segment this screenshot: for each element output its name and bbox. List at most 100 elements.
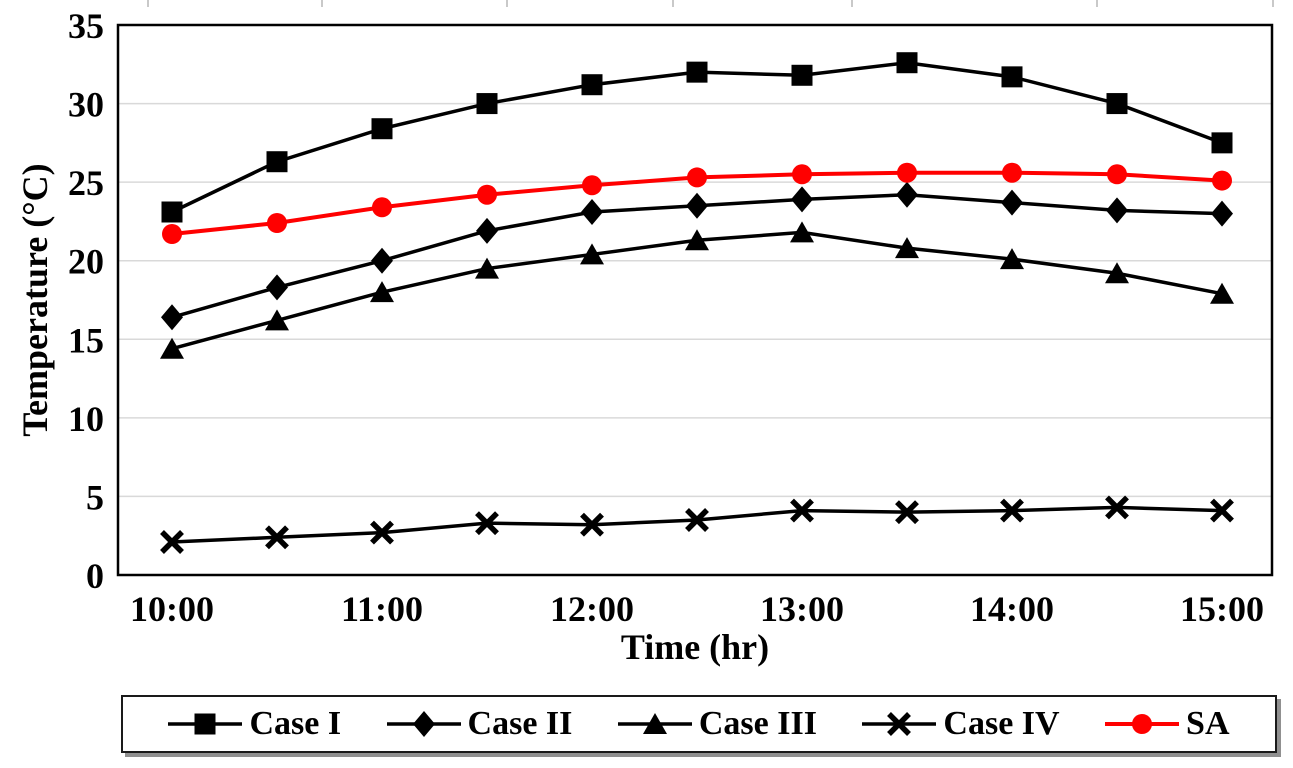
- temperature-line-chart: 0 5 10 15 20 25 30 35 10:00 11:00 12:00 13:00 14:00 1…: [15, 0, 1274, 667]
- series-case-i: [161, 52, 1233, 223]
- data-point-triangle-icon: [580, 243, 604, 265]
- data-point-diamond-icon: [371, 247, 393, 274]
- y-tick-label: 25: [68, 163, 104, 203]
- data-point-circle-icon: [477, 184, 497, 205]
- series-case-ii: [161, 181, 1233, 331]
- legend-marker-square-icon: [168, 713, 243, 735]
- data-point-diamond-icon: [476, 217, 498, 244]
- data-point-diamond-icon: [161, 304, 183, 331]
- data-point-circle-icon: [1212, 170, 1232, 191]
- data-point-circle-icon: [582, 175, 602, 196]
- y-tick-label: 30: [68, 85, 104, 125]
- series-case-iv: [160, 495, 1234, 554]
- data-point-square-icon: [161, 201, 183, 223]
- legend-item-label: Case I: [249, 705, 342, 742]
- y-tick-label: 15: [68, 320, 104, 360]
- data-point-circle-icon: [1107, 164, 1127, 185]
- data-point-circle-icon: [162, 224, 182, 244]
- top-tick-marks: [147, 0, 1274, 7]
- y-tick-label: 0: [86, 556, 104, 596]
- x-tick-label: 10:00: [130, 589, 214, 629]
- data-point-triangle-icon: [265, 309, 289, 331]
- x-tick-label: 12:00: [550, 589, 634, 629]
- legend-item-label: SA: [1186, 705, 1230, 742]
- data-point-diamond-icon: [581, 199, 603, 225]
- series-line: [171, 60, 1223, 214]
- data-point-square-icon: [476, 93, 498, 115]
- series-line: [171, 505, 1223, 544]
- legend-marker-x-icon: [862, 712, 937, 736]
- data-point-diamond-icon: [1001, 189, 1023, 216]
- x-tick-label: 11:00: [341, 589, 423, 629]
- data-point-triangle-icon: [370, 281, 394, 303]
- data-point-x-icon: [475, 511, 499, 536]
- legend-item-label: Case IV: [943, 705, 1060, 742]
- legend-item-case-iii: Case III: [617, 705, 817, 742]
- plot-border: [116, 23, 1274, 577]
- data-point-circle-icon: [1132, 714, 1153, 734]
- legend-item-case-iv: Case IV: [862, 705, 1060, 742]
- y-tick-label: 5: [86, 477, 104, 517]
- legend-item-label: Case II: [467, 705, 573, 742]
- data-point-square-icon: [581, 74, 603, 96]
- x-tick-label: 15:00: [1180, 589, 1264, 629]
- y-tick-label: 20: [68, 242, 104, 282]
- data-point-x-icon: [580, 512, 604, 537]
- data-point-x-icon: [790, 498, 814, 523]
- data-point-triangle-icon: [642, 713, 667, 734]
- x-tick-label: 14:00: [970, 589, 1054, 629]
- data-point-circle-icon: [267, 213, 287, 233]
- data-point-x-icon: [1210, 498, 1234, 523]
- data-point-triangle-icon: [1105, 262, 1129, 284]
- data-point-diamond-icon: [896, 181, 918, 208]
- data-point-diamond-icon: [1106, 197, 1128, 224]
- data-point-square-icon: [791, 64, 813, 86]
- data-point-diamond-icon: [266, 274, 288, 301]
- y-tick-label: 35: [68, 6, 104, 46]
- legend-item-sa: SA: [1105, 705, 1230, 742]
- data-point-x-icon: [1105, 495, 1129, 520]
- data-point-x-icon: [685, 508, 709, 532]
- data-point-square-icon: [896, 52, 918, 74]
- data-point-circle-icon: [687, 167, 707, 188]
- y-tick-label: 10: [68, 399, 104, 439]
- data-point-x-icon: [887, 712, 912, 736]
- data-point-x-icon: [895, 500, 919, 525]
- data-point-square-icon: [1211, 132, 1233, 154]
- data-point-x-icon: [265, 525, 289, 550]
- data-point-circle-icon: [1002, 162, 1022, 183]
- legend-marker-circle-icon: [1105, 714, 1180, 734]
- data-point-x-icon: [160, 530, 184, 554]
- legend-item-label: Case III: [698, 705, 817, 742]
- legend-marker-triangle-icon: [617, 713, 692, 734]
- data-point-triangle-icon: [160, 337, 184, 359]
- data-point-triangle-icon: [790, 221, 814, 243]
- data-point-circle-icon: [897, 162, 917, 183]
- legend-item-case-ii: Case II: [386, 705, 573, 742]
- legend-marker-diamond-icon: [386, 711, 461, 737]
- x-tick-label: 13:00: [760, 589, 844, 629]
- gridlines: [118, 102, 1272, 498]
- data-point-circle-icon: [792, 164, 812, 185]
- data-point-triangle-icon: [1210, 282, 1234, 304]
- series-sa: [162, 162, 1232, 244]
- axis-ticks: 0 5 10 15 20 25 30 35 10:00 11:00 12:00 13:00 14:00 1…: [68, 6, 1274, 629]
- data-point-x-icon: [1000, 498, 1024, 523]
- data-point-diamond-icon: [412, 711, 435, 737]
- data-point-circle-icon: [372, 197, 392, 218]
- chart-legend: Case I Case II Case III Case IV SA: [121, 695, 1277, 753]
- data-point-diamond-icon: [1211, 200, 1233, 227]
- data-point-square-icon: [194, 713, 216, 735]
- data-point-diamond-icon: [791, 186, 813, 213]
- data-point-square-icon: [1001, 66, 1023, 88]
- data-point-triangle-icon: [895, 237, 919, 259]
- data-point-triangle-icon: [685, 229, 709, 251]
- data-point-square-icon: [371, 118, 393, 140]
- x-axis-title: Time (hr): [621, 627, 769, 667]
- data-point-x-icon: [370, 520, 394, 545]
- data-point-square-icon: [1106, 93, 1128, 115]
- data-point-square-icon: [686, 61, 708, 83]
- data-point-triangle-icon: [475, 257, 499, 279]
- y-axis-title: Temperature (°C): [15, 163, 55, 436]
